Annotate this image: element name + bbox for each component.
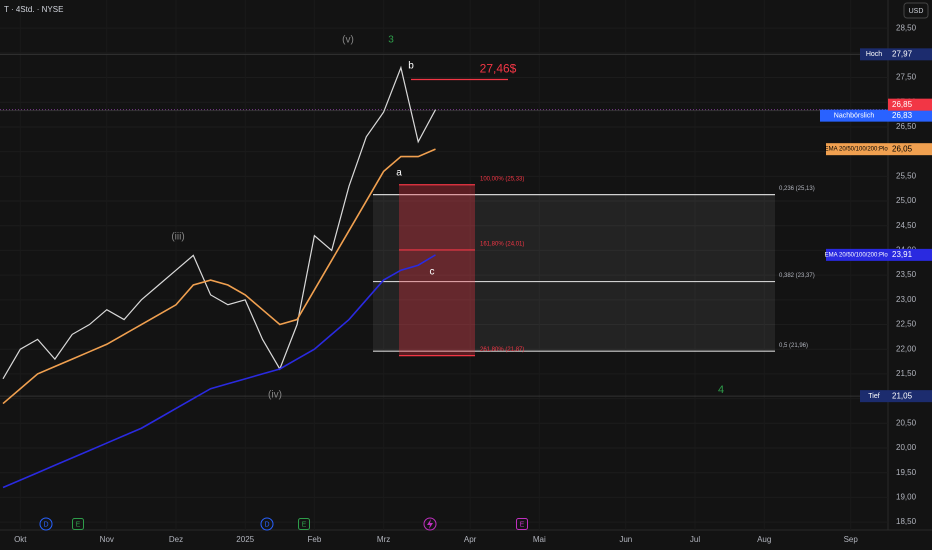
price-value-tag (888, 109, 932, 122)
currency-button[interactable] (903, 2, 929, 19)
price-value: 21,05 (892, 391, 913, 400)
y-tick-label: 19,00 (896, 493, 917, 502)
price-value-tag (888, 98, 932, 111)
wave-label: (v) (342, 35, 354, 46)
price-name: Tief (868, 393, 879, 400)
ema-name-tag (826, 143, 888, 156)
y-tick-label: 28,50 (896, 23, 917, 32)
wave-label: 4 (718, 384, 724, 396)
y-tick-label: 20,00 (896, 443, 917, 452)
x-tick-label: Apr (464, 535, 477, 544)
price-value: 26,85 (892, 100, 913, 109)
wave-label: b (408, 61, 414, 72)
fib-label: 0,382 (23,37) (779, 273, 815, 279)
price-name-tag (860, 390, 888, 403)
chart-title: T · 4Std. · NYSE (4, 5, 63, 14)
event-label: D (43, 521, 48, 528)
ema-value-tag (888, 143, 932, 156)
currency[interactable]: USD (909, 8, 924, 15)
price-line-series (2, 65, 437, 380)
event-label: E (302, 521, 307, 528)
wave-label: 3 (388, 35, 394, 46)
fib-label: 0,5 (21,96) (779, 343, 808, 349)
wave-label: (iii) (171, 232, 184, 243)
x-tick-label: Jun (619, 535, 632, 544)
x-tick-label: Dez (169, 535, 183, 544)
y-tick-label: 22,00 (896, 344, 917, 353)
price-value: 27,97 (892, 49, 913, 58)
x-tick-label: 2025 (236, 535, 254, 544)
y-tick-label: 18,50 (896, 517, 917, 526)
ema-name: EMA 20/50/100/200:Plot (825, 252, 890, 258)
y-tick-label: 27,50 (896, 73, 917, 82)
ema-name: EMA 20/50/100/200:Plot (825, 147, 890, 153)
event-label: D (264, 521, 269, 528)
y-tick-label: 23,00 (896, 295, 917, 304)
ema-name-tag (826, 248, 888, 261)
x-tick-label: Aug (757, 535, 771, 544)
event-icon[interactable] (423, 517, 437, 531)
fib-label: 0,236 (25,13) (779, 186, 815, 192)
event-icon (516, 518, 528, 530)
x-tick-label: Okt (14, 535, 27, 544)
y-tick-label: 20,50 (896, 418, 917, 427)
y-tick-label: 25,00 (896, 196, 917, 205)
y-tick-label: 21,50 (896, 369, 917, 378)
fib-box (373, 194, 775, 352)
lightning[interactable] (427, 519, 433, 529)
y-tick-label: 25,50 (896, 171, 917, 180)
ema-value: 26,05 (892, 144, 913, 153)
wave-label: c (430, 267, 435, 278)
x-tick-label: Mai (533, 535, 546, 544)
event-circle[interactable] (423, 517, 437, 531)
fib-ext-box (399, 184, 475, 356)
wave-label: a (396, 168, 402, 179)
fib-ext-label: 261,80% (21,87) (480, 347, 524, 353)
event-icon (260, 517, 274, 531)
x-tick-label: Sep (844, 535, 859, 544)
event-label: E (76, 521, 81, 528)
y-tick-label: 19,50 (896, 468, 917, 477)
fib-ext-label: 100,00% (25,33) (480, 176, 524, 182)
x-tick-label: Nov (100, 535, 114, 544)
y-tick-label: 23,50 (896, 270, 917, 279)
price-value: 26,83 (892, 111, 913, 120)
price-name-tag (860, 48, 888, 61)
ema-value: 23,91 (892, 250, 913, 259)
event-icon (39, 517, 53, 531)
ema-value-tag (888, 248, 932, 261)
price-value-tag (888, 390, 932, 403)
price-line-series (2, 148, 436, 405)
y-tick-label: 26,50 (896, 122, 917, 131)
wave-label: (iv) (268, 390, 282, 401)
x-tick-label: Mrz (377, 535, 390, 544)
y-tick-label: 24,50 (896, 221, 917, 230)
event-icon (298, 518, 310, 530)
price-name-tag (820, 109, 888, 122)
price-value-tag (888, 48, 932, 61)
price-line-series (2, 254, 436, 489)
fib-ext-label: 161,80% (24,01) (480, 242, 524, 248)
price-name: Hoch (866, 51, 882, 58)
price-name: Nachbörslich (834, 112, 875, 119)
y-tick-label: 22,50 (896, 320, 917, 329)
target-label: 27,46$ (480, 62, 517, 76)
x-tick-label: Jul (690, 535, 700, 544)
event-icon (72, 518, 84, 530)
x-tick-label: Feb (308, 535, 322, 544)
event-label: E (520, 521, 525, 528)
